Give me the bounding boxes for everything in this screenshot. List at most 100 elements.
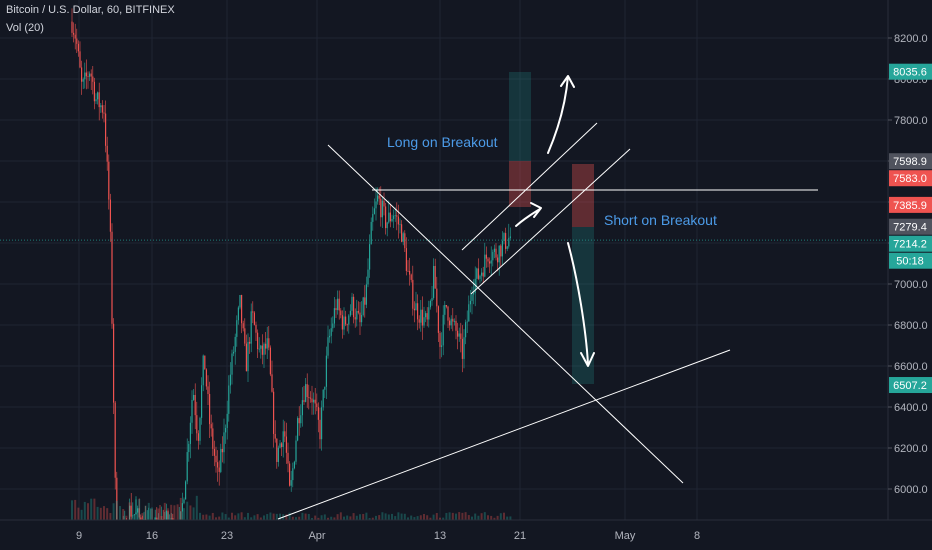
candle-body	[393, 215, 395, 219]
candle-body	[401, 224, 403, 242]
candle-body	[361, 314, 363, 323]
price-badge	[889, 170, 932, 187]
candle-body	[453, 320, 455, 322]
candle-body	[220, 448, 222, 472]
candle-body	[234, 336, 236, 352]
candle-body	[213, 448, 215, 456]
y-tick-label: 6000.0	[894, 484, 928, 496]
candle-body	[196, 415, 198, 434]
candle-body	[357, 311, 359, 313]
price-badge-label: 7385.9	[893, 200, 927, 212]
volume-bar	[199, 512, 201, 520]
candle-body	[202, 355, 204, 386]
price-badge	[889, 196, 932, 213]
volume-bar	[499, 513, 502, 520]
candle-body	[229, 374, 231, 386]
price-badge	[889, 153, 932, 170]
volume-bar	[477, 515, 480, 520]
channel-lower-line	[470, 148, 631, 295]
volume-bar	[365, 512, 368, 520]
candle-body	[473, 292, 475, 295]
candle-body	[268, 338, 270, 348]
candle-body	[359, 312, 361, 323]
candle-body	[458, 333, 460, 337]
volume-bar	[80, 509, 83, 520]
volume-bar	[451, 512, 454, 520]
candle-body	[353, 296, 355, 318]
channel-up-arrow	[515, 202, 542, 227]
volume-bar	[259, 517, 262, 520]
candle-body	[341, 315, 343, 330]
volume-bar	[151, 507, 153, 520]
candle-body	[180, 511, 182, 521]
volume-bar	[394, 516, 397, 520]
volume-bar	[458, 512, 461, 520]
candle-body	[327, 337, 329, 356]
volume-bar	[419, 515, 422, 520]
candle-body	[386, 222, 388, 229]
candle-body	[373, 208, 375, 214]
candle-body	[92, 76, 94, 82]
volume-bar	[141, 513, 144, 520]
candle-body	[263, 343, 265, 355]
candle-body	[273, 391, 275, 434]
volume-bar	[144, 505, 147, 520]
annotation-label: Short on Breakout	[604, 212, 717, 228]
volume-bar	[295, 517, 297, 520]
candle-body	[484, 254, 486, 277]
candle-body	[237, 307, 239, 321]
volume-bar	[87, 503, 89, 520]
long-breakout-arrow	[547, 75, 575, 154]
candle-body	[385, 206, 387, 229]
candle-body	[349, 310, 351, 316]
price-badge	[889, 235, 932, 252]
candle-body	[194, 394, 196, 416]
candle-body	[71, 21, 73, 33]
volume-bar	[371, 517, 374, 520]
x-tick-label: 21	[514, 530, 526, 542]
volume-bar	[90, 498, 93, 520]
candle-body	[372, 213, 374, 222]
volume-bar	[378, 515, 381, 520]
volume-bar	[336, 514, 339, 520]
candle-body	[189, 422, 191, 444]
volume-bar	[349, 516, 352, 520]
candle-body	[97, 92, 99, 100]
candle-body	[215, 455, 217, 463]
volume-bar	[304, 513, 307, 520]
ascending-support-line	[277, 349, 731, 520]
candle-body	[298, 418, 300, 424]
volume-bar	[176, 504, 179, 520]
candle-body	[276, 438, 278, 462]
volume-bar	[221, 512, 224, 520]
channel-upper-line	[461, 122, 598, 251]
candle-body	[249, 341, 251, 344]
candle-body	[433, 265, 435, 298]
candle-body	[434, 265, 436, 289]
candle-body	[226, 413, 228, 428]
volume-bar	[160, 516, 163, 520]
volume-bar	[218, 516, 221, 520]
candle-body	[497, 257, 499, 263]
candle-body	[468, 304, 470, 322]
volume-indicator-label: Vol (20)	[6, 22, 44, 34]
volume-bar	[355, 515, 358, 520]
candle-body	[257, 332, 259, 350]
volume-bar	[314, 515, 317, 520]
candle-body	[370, 221, 372, 245]
candle-body	[245, 343, 247, 372]
candle-body	[423, 317, 425, 326]
volume-bar	[208, 515, 211, 520]
short-stop-zone	[572, 164, 594, 227]
volume-bar	[115, 500, 118, 520]
candle-body	[111, 231, 113, 324]
candle-body	[455, 320, 457, 331]
candle-body	[356, 311, 358, 320]
price-badge	[889, 252, 932, 269]
x-tick-label: May	[615, 530, 636, 542]
volume-bar	[250, 517, 253, 520]
volume-bar	[154, 517, 157, 520]
candle-body	[132, 515, 134, 517]
